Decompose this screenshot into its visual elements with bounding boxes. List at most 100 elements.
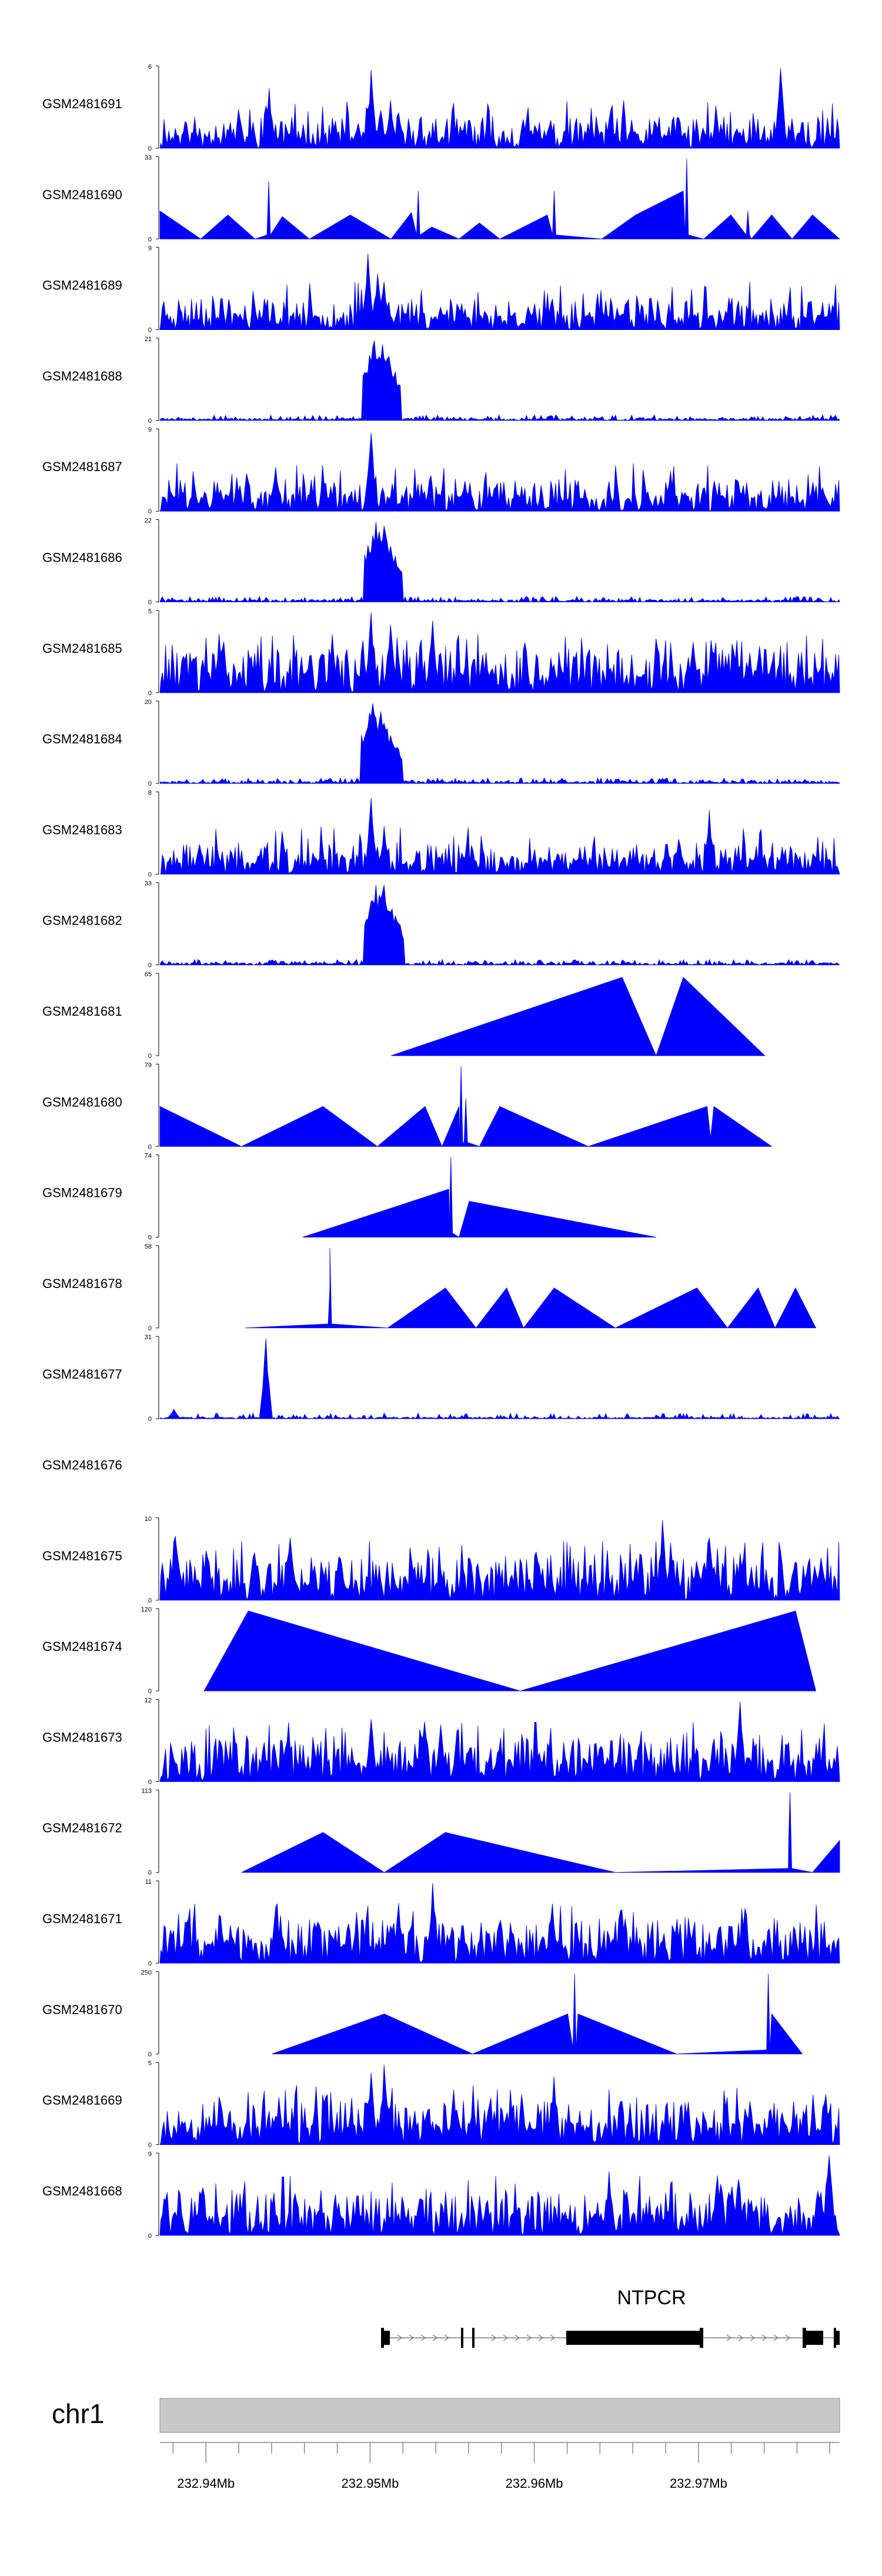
strand-arrow-icon [538, 2334, 544, 2341]
track: GSM2481679 74 0 [42, 1153, 656, 1242]
track: GSM2481675 10 0 [42, 1516, 840, 1604]
coverage-area [159, 1066, 773, 1147]
y-max-label: 8 [148, 789, 152, 796]
coverage-area [159, 703, 840, 785]
track-label: GSM2481682 [42, 913, 122, 928]
coverage-area [390, 976, 766, 1057]
coverage-area [159, 1701, 840, 1782]
y-max-label: 22 [145, 518, 152, 525]
coverage-area [159, 159, 841, 240]
track-label: GSM2481689 [42, 278, 122, 293]
y-max-label: 9 [148, 2151, 152, 2158]
coverage-area [159, 885, 840, 966]
track-label: GSM2481676 [42, 1458, 122, 1473]
coverage-area [203, 1610, 817, 1691]
gene-label: NTPCR [617, 2287, 686, 2309]
y-min-label: 0 [148, 1870, 152, 1877]
track-label: GSM2481690 [42, 187, 122, 202]
track-label: GSM2481688 [42, 369, 122, 383]
y-min-label: 0 [148, 418, 152, 425]
y-max-label: 74 [145, 1153, 152, 1160]
y-min-label: 0 [148, 2051, 152, 2058]
y-max-label: 250 [141, 1969, 152, 1976]
strand-arrow-icon [432, 2334, 438, 2341]
track-label: GSM2481673 [42, 1730, 122, 1744]
strand-arrow-icon [397, 2334, 403, 2341]
coverage-area [302, 1157, 656, 1238]
strand-arrow-icon [785, 2334, 791, 2341]
track-label: GSM2481680 [42, 1095, 122, 1109]
y-max-label: 33 [145, 154, 152, 161]
track: GSM2481678 58 0 [42, 1243, 817, 1332]
chromosome-label: chr1 [52, 2398, 104, 2429]
genome-axis: 232.94Mb 232.95Mb 232.96Mb 232.97Mb [160, 2442, 840, 2491]
y-max-label: 11 [145, 1878, 152, 1886]
strand-arrow-icon [773, 2334, 779, 2341]
coverage-area [159, 1520, 840, 1601]
track: GSM2481683 8 0 [42, 789, 840, 878]
track: GSM2481670 250 0 [42, 1969, 803, 2058]
axis-tick-label: 232.97Mb [670, 2476, 727, 2491]
exon [700, 2328, 703, 2348]
strand-arrow-icon [761, 2334, 767, 2341]
y-max-label: 65 [145, 971, 152, 978]
coverage-area [159, 432, 840, 512]
track-label: GSM2481668 [42, 2184, 122, 2198]
coverage-area [159, 340, 840, 421]
y-min-label: 0 [148, 962, 152, 969]
track: GSM2481691 6 0 [42, 64, 840, 152]
y-max-label: 9 [148, 426, 152, 433]
coverage-area [245, 1247, 817, 1329]
track-label: GSM2481677 [42, 1367, 122, 1382]
coverage-area [159, 522, 840, 603]
track: GSM2481690 33 0 [42, 154, 841, 243]
track: GSM2481680 79 0 [42, 1062, 773, 1150]
y-min-label: 0 [148, 1960, 152, 1967]
track-label: GSM2481684 [42, 732, 122, 746]
exon [803, 2328, 806, 2348]
y-max-label: 120 [141, 1606, 152, 1613]
track: GSM2481672 113 0 [42, 1788, 840, 1877]
track-label: GSM2481685 [42, 641, 122, 656]
track: GSM2481674 120 0 [42, 1606, 817, 1695]
coverage-area [159, 1339, 841, 1420]
track-label: GSM2481686 [42, 550, 122, 565]
y-max-label: 21 [145, 336, 152, 343]
exon [384, 2331, 390, 2345]
track-label: GSM2481681 [42, 1004, 122, 1019]
coverage-area [272, 1974, 803, 2054]
y-min-label: 0 [148, 327, 152, 334]
y-max-label: 20 [145, 699, 152, 706]
strand-arrow-icon [503, 2334, 509, 2341]
track: GSM2481686 22 0 [42, 518, 840, 606]
track: GSM2481671 11 0 [42, 1878, 840, 1967]
y-min-label: 0 [148, 1597, 152, 1604]
track: GSM2481685 5 0 [42, 608, 840, 697]
exon [834, 2328, 836, 2348]
y-min-label: 0 [148, 236, 152, 243]
track-label: GSM2481674 [42, 1639, 122, 1654]
exon [472, 2328, 475, 2348]
coverage-area [159, 612, 840, 693]
strand-arrow-icon [726, 2334, 732, 2341]
coverage-area [159, 1883, 840, 1964]
track: GSM2481669 5 0 [42, 2060, 840, 2149]
y-max-label: 58 [145, 1243, 152, 1250]
strand-arrow-icon [444, 2334, 450, 2341]
strand-arrow-icon [526, 2334, 532, 2341]
axis-tick-label: 232.96Mb [506, 2476, 563, 2491]
track-label: GSM2481679 [42, 1186, 122, 1200]
y-min-label: 0 [148, 1416, 152, 1423]
coverage-area [159, 68, 840, 149]
y-min-label: 0 [148, 2142, 152, 2149]
track: GSM2481682 33 0 [42, 880, 840, 969]
y-min-label: 0 [148, 145, 152, 152]
gene-model-track: NTPCR [381, 2287, 840, 2348]
track-label: GSM2481670 [42, 2002, 122, 2017]
y-min-label: 0 [148, 1143, 152, 1150]
exon [461, 2328, 463, 2348]
track: GSM2481673 12 0 [42, 1697, 840, 1786]
y-min-label: 0 [148, 1688, 152, 1695]
track: GSM2481681 65 0 [42, 971, 766, 1060]
axis-tick-label: 232.94Mb [177, 2476, 235, 2491]
